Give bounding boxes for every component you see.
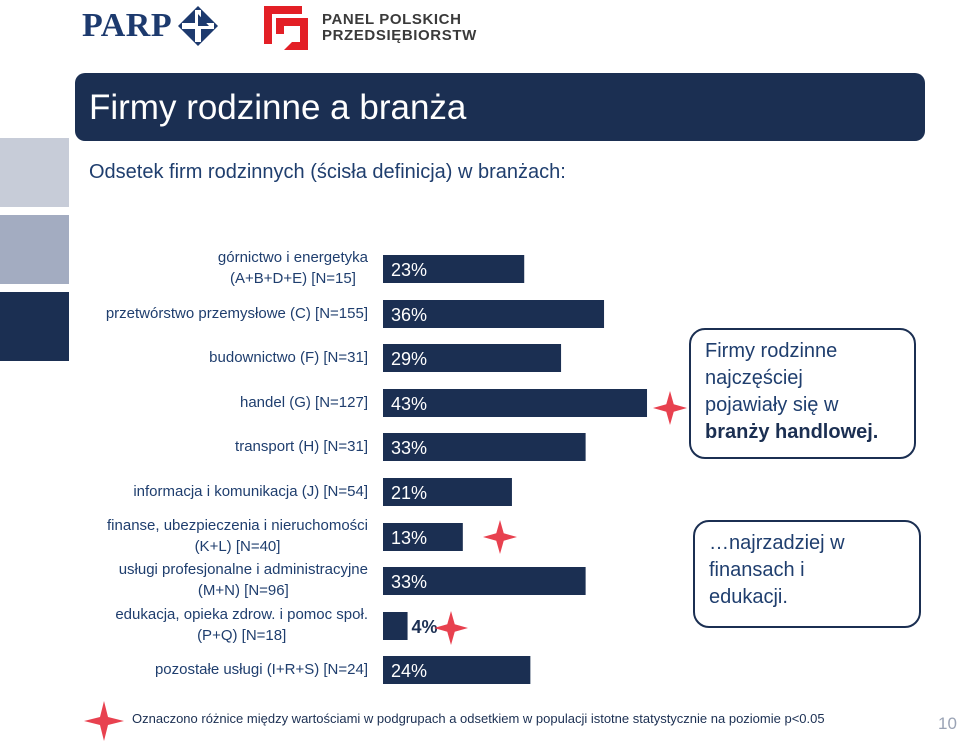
panel-logo-mark-icon (264, 6, 308, 50)
bar-value-label: 4% (412, 617, 438, 637)
category-label: przetwórstwo przemysłowe (C) [N=155] (106, 303, 368, 324)
category-label: budownictwo (F) [N=31] (209, 347, 368, 368)
parp-logo-text: PARP (82, 7, 173, 44)
category-label: edukacja, opieka zdrow. i pomoc społ. (P+… (115, 604, 368, 646)
category-label-line: finanse, ubezpieczenia i nieruchomości (107, 517, 368, 534)
bar-value-label: 21% (391, 483, 427, 503)
category-label-line: górnictwo i energetyka (217, 249, 368, 266)
panel-logo-line2: PRZEDSIĘBIORSTW (322, 27, 477, 44)
category-label-line: przetwórstwo przemysłowe (C) [N=155] (105, 304, 368, 322)
category-label-line: budownictwo (F) [N=31] (209, 348, 368, 366)
panel-polskich-logo: PANEL POLSKICH PRZEDSIĘBIORSTW (262, 4, 477, 52)
callout-bottom-line-3: edukacji. (709, 586, 788, 608)
category-label-line: (K+L) [N=40] (194, 538, 281, 555)
category-label: pozostałe usługi (I+R+S) [N=24] (155, 659, 368, 680)
bar-value-label: 23% (391, 260, 427, 280)
callout-top-line-2: najczęściej (705, 367, 803, 389)
bar-value-label: 43% (391, 394, 427, 414)
footnote-star-icon (84, 701, 124, 741)
decor-square-mid (0, 215, 69, 284)
bar (383, 612, 408, 640)
category-label-line: (A+B+D+E) [N=15] (230, 270, 356, 287)
category-label-line: usługi profesjonalne i administracyjne (118, 561, 368, 578)
chart-subtitle: Odsetek firm rodzinnych (ścisła definicj… (89, 161, 566, 183)
bar-value-label: 36% (391, 305, 427, 325)
decor-square-dark (0, 292, 69, 361)
callout-bottom-line-2: finansach i (709, 559, 805, 581)
category-label-line: pozostałe usługi (I+R+S) [N=24] (154, 660, 368, 678)
category-label: transport (H) [N=31] (235, 436, 368, 457)
category-label-line: transport (H) [N=31] (235, 437, 368, 455)
bar-value-label: 13% (391, 528, 427, 548)
significance-star-icon (653, 391, 687, 425)
bar-value-label: 33% (391, 438, 427, 458)
callout-top-line-1: Firmy rodzinne (705, 340, 838, 362)
decor-square-light (0, 138, 69, 207)
page-number: 10 (938, 714, 957, 733)
bar (383, 255, 525, 283)
bar (383, 389, 648, 417)
callout-top-bold: branży handlowej. (705, 421, 879, 443)
category-label-line: handel (G) [N=127] (240, 393, 368, 411)
bar (383, 478, 512, 506)
page-title: Firmy rodzinne a branża (89, 88, 467, 127)
title-bar: Firmy rodzinne a branża (75, 73, 925, 141)
bar (383, 300, 605, 328)
category-label: informacja i komunikacja (J) [N=54] (133, 481, 368, 502)
category-label-line: (M+N) [N=96] (197, 582, 289, 599)
callout-most-common: Firmy rodzinne najczęściej pojawiały się… (689, 328, 916, 459)
category-label: finanse, ubezpieczenia i nieruchomości (K… (107, 515, 368, 557)
parp-logo: PARP (82, 4, 220, 48)
callout-top-line-3: pojawiały się w (705, 394, 839, 416)
bar (383, 567, 586, 595)
category-label: handel (G) [N=127] (240, 392, 368, 413)
category-label-line: informacja i komunikacja (J) [N=54] (133, 482, 368, 500)
panel-logo-text: PANEL POLSKICH PRZEDSIĘBIORSTW (322, 12, 477, 44)
callout-least-common: …najrzadziej w finansach i edukacji. (693, 520, 921, 628)
bar (383, 433, 586, 461)
category-label: usługi profesjonalne i administracyjne (M… (119, 559, 368, 601)
parp-diamond-icon (178, 6, 219, 46)
bar (383, 344, 562, 372)
bar (383, 523, 463, 551)
significance-star-icon (483, 520, 517, 554)
panel-logo-line1: PANEL POLSKICH (322, 11, 462, 28)
category-label-line: (P+Q) [N=18] (197, 627, 287, 644)
callout-bottom-line-1: …najrzadziej w (709, 532, 845, 554)
bar-value-label: 33% (391, 572, 427, 592)
bar-value-label: 29% (391, 349, 427, 369)
category-label: górnictwo i energetyka (A+B+D+E) [N=15] (218, 247, 368, 289)
bar-value-label: 24% (391, 661, 427, 681)
significance-star-icon (434, 611, 468, 645)
footnote: Oznaczono różnice między wartościami w p… (132, 711, 825, 726)
category-label-line: edukacja, opieka zdrow. i pomoc społ. (115, 606, 368, 623)
bar (383, 656, 531, 684)
